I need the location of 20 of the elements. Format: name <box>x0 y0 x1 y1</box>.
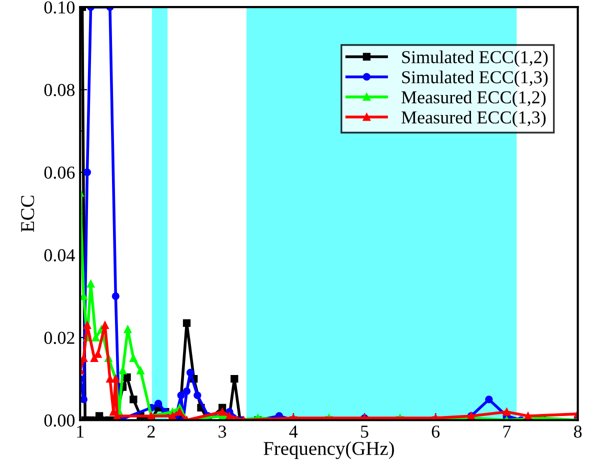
x-tick-label: 8 <box>574 426 582 438</box>
legend-label: Simulated ECC(1,2) <box>402 50 548 67</box>
x-tick-label: 7 <box>503 426 511 438</box>
x-tick-label: 3 <box>218 426 226 438</box>
y-tick-label: 0.00 <box>44 414 75 427</box>
y-tick-label: 0.02 <box>44 332 74 344</box>
legend-label: Measured ECC(1,3) <box>402 110 546 128</box>
x-tick-label: 2 <box>147 426 155 438</box>
y-axis-title: ECC <box>21 196 34 232</box>
legend-label: Simulated ECC(1,3) <box>402 70 548 88</box>
x-tick-label: 4 <box>289 426 298 438</box>
y-tick-label: 0.10 <box>44 1 75 14</box>
legend-label: Measured ECC(1,2) <box>402 90 546 108</box>
y-tick-label: 0.04 <box>44 249 75 262</box>
x-tick-label: 5 <box>361 426 368 438</box>
x-axis-title: Frequency(GHz) <box>264 441 394 460</box>
y-tick-label: 0.06 <box>44 166 75 179</box>
x-tick-label: 1 <box>77 426 84 438</box>
y-tick-label: 0.08 <box>44 84 75 96</box>
x-tick-label: 6 <box>432 426 440 438</box>
